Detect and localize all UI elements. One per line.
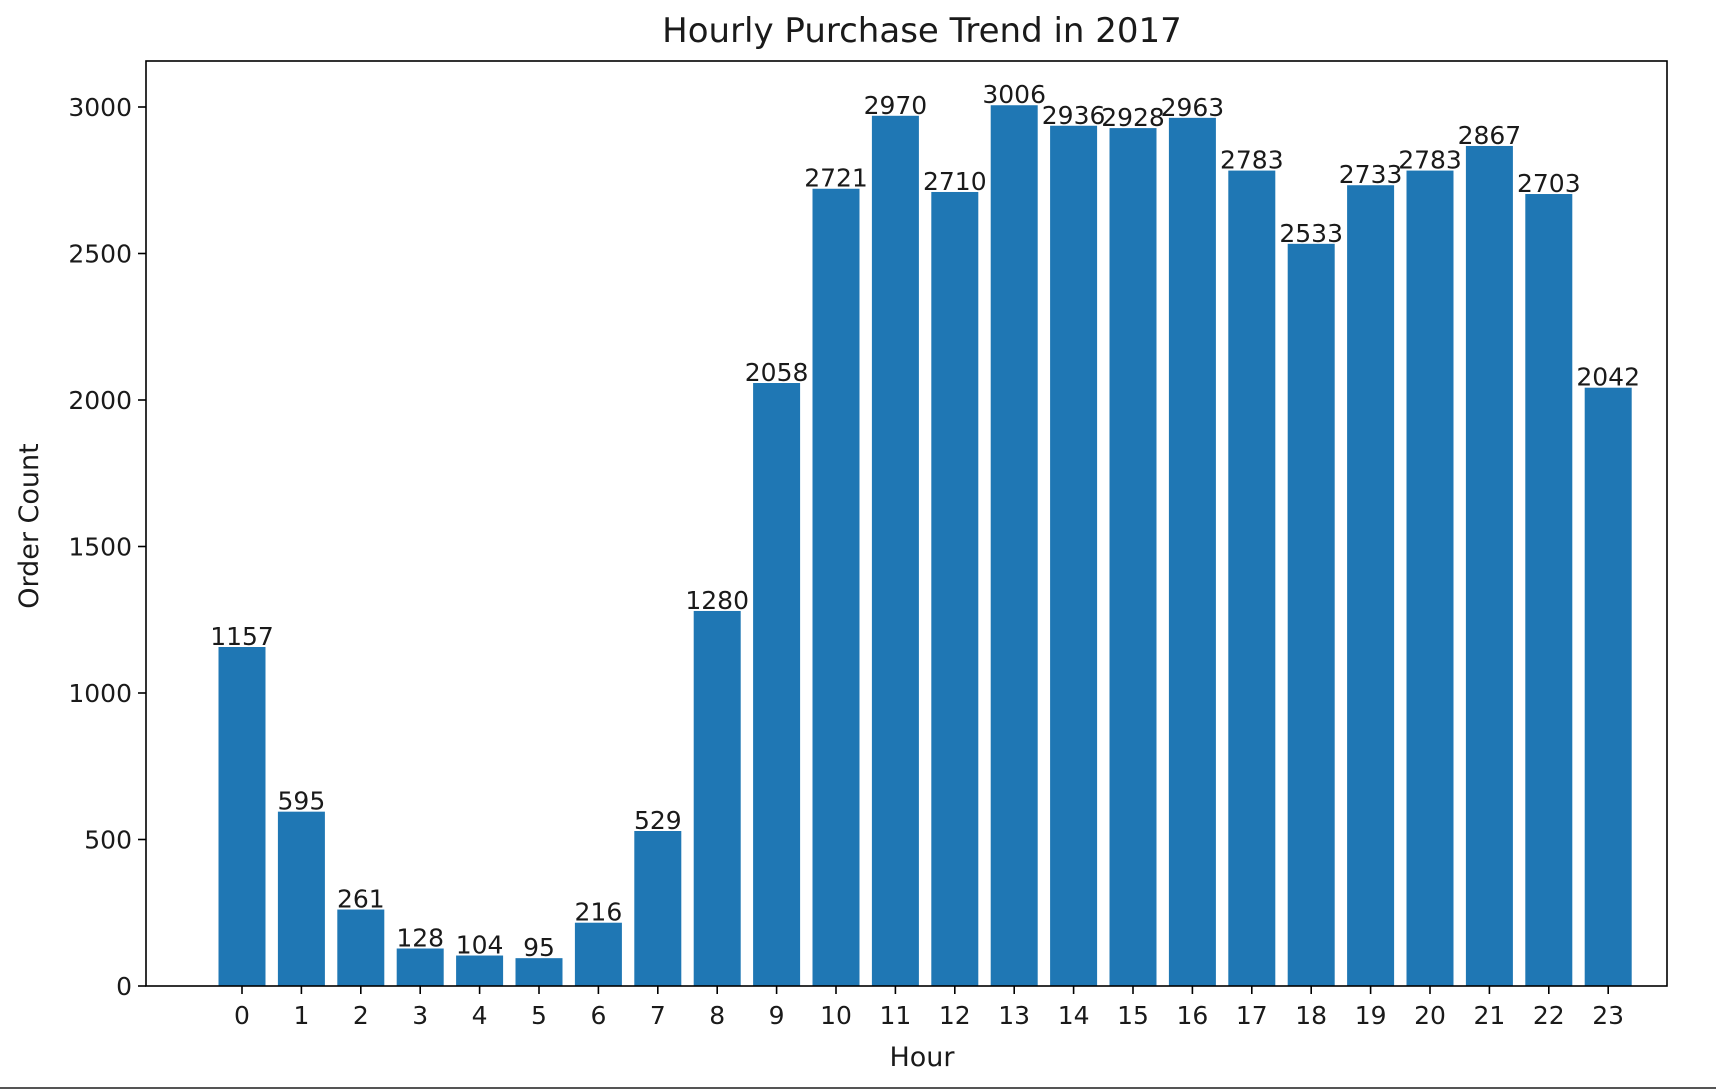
bar-hour-4 <box>456 955 504 986</box>
data-label-hour-17: 2783 <box>1220 146 1284 175</box>
chart-title: Hourly Purchase Trend in 2017 <box>662 11 1182 51</box>
data-label-hour-20: 2783 <box>1398 146 1462 175</box>
x-tick-label-14: 14 <box>1058 1001 1090 1030</box>
bar-hour-14 <box>1050 125 1098 986</box>
data-label-hour-8: 1280 <box>685 586 749 615</box>
y-tick-label-500: 500 <box>84 826 132 855</box>
data-label-hour-10: 2721 <box>804 164 868 193</box>
data-label-hour-23: 2042 <box>1576 363 1640 392</box>
bar-hour-17 <box>1228 170 1276 986</box>
x-tick-label-11: 11 <box>879 1001 911 1030</box>
data-label-hour-3: 128 <box>396 923 444 952</box>
x-tick-label-0: 0 <box>234 1001 250 1030</box>
bar-hour-7 <box>634 831 682 986</box>
bar-hour-3 <box>396 948 444 986</box>
data-labels-layer: 1157 595 261 128 104 95 216 529 1280 2058 2721 2970… <box>210 80 1640 962</box>
bar-hour-15 <box>1109 128 1157 986</box>
bar-hour-12 <box>931 191 979 987</box>
bars-layer <box>218 105 1632 987</box>
x-tick-label-3: 3 <box>412 1001 428 1030</box>
plot-frame <box>145 60 1668 987</box>
x-tick-label-10: 10 <box>820 1001 852 1030</box>
x-tick-label-12: 12 <box>939 1001 971 1030</box>
data-label-hour-0: 1157 <box>210 622 274 651</box>
x-tick-label-5: 5 <box>531 1001 547 1030</box>
y-tick-label-3000: 3000 <box>68 93 132 122</box>
x-axis-label: Hour <box>889 1042 955 1073</box>
bar-hour-13 <box>990 105 1038 986</box>
x-tick-label-13: 13 <box>998 1001 1030 1030</box>
bar-hour-11 <box>871 115 919 987</box>
data-label-hour-6: 216 <box>575 898 623 927</box>
data-label-hour-18: 2533 <box>1279 219 1343 248</box>
bar-hour-2 <box>337 909 385 986</box>
data-label-hour-13: 3006 <box>982 80 1046 109</box>
x-tick-label-20: 20 <box>1414 1001 1446 1030</box>
bar-hour-10 <box>812 188 860 986</box>
data-label-hour-4: 104 <box>456 931 504 960</box>
data-label-hour-2: 261 <box>337 885 385 914</box>
data-label-hour-5: 95 <box>523 933 555 962</box>
x-tick-label-15: 15 <box>1117 1001 1149 1030</box>
x-tick-label-16: 16 <box>1176 1001 1208 1030</box>
x-tick-label-1: 1 <box>293 1001 309 1030</box>
bar-hour-20 <box>1406 170 1454 986</box>
data-label-hour-14: 2936 <box>1042 101 1106 130</box>
x-tick-label-19: 19 <box>1355 1001 1387 1030</box>
bar-hour-9 <box>753 383 801 987</box>
y-axis-label: Order Count <box>14 443 45 609</box>
data-label-hour-9: 2058 <box>745 358 809 387</box>
bar-hour-16 <box>1168 117 1216 986</box>
bar-hour-19 <box>1347 185 1395 986</box>
data-label-hour-16: 2963 <box>1161 93 1225 122</box>
y-tick-label-2500: 2500 <box>68 240 132 269</box>
x-tick-label-22: 22 <box>1533 1001 1565 1030</box>
y-tick-label-0: 0 <box>116 972 132 1001</box>
data-label-hour-21: 2867 <box>1458 121 1522 150</box>
x-tick-label-17: 17 <box>1236 1001 1268 1030</box>
y-tick-label-1000: 1000 <box>68 679 132 708</box>
bar-hour-21 <box>1465 145 1513 986</box>
y-axis: 0 500 1000 1500 2000 2500 3000 <box>68 93 146 1001</box>
x-tick-label-6: 6 <box>590 1001 606 1030</box>
x-tick-label-18: 18 <box>1295 1001 1327 1030</box>
bar-hour-0 <box>218 646 266 986</box>
bar-hour-5 <box>515 958 563 986</box>
bar-hour-23 <box>1584 387 1632 987</box>
y-tick-label-2000: 2000 <box>68 386 132 415</box>
bar-hour-8 <box>693 610 741 986</box>
x-tick-label-2: 2 <box>353 1001 369 1030</box>
data-label-hour-1: 595 <box>278 787 326 816</box>
data-label-hour-19: 2733 <box>1339 160 1403 189</box>
bar-hour-22 <box>1525 194 1573 986</box>
x-tick-label-7: 7 <box>650 1001 666 1030</box>
bottom-border <box>0 1087 1716 1089</box>
data-label-hour-11: 2970 <box>864 91 928 120</box>
x-tick-label-23: 23 <box>1592 1001 1624 1030</box>
x-axis: 0 1 2 3 4 5 6 7 8 9 10 11 12 13 14 15 16 17 18 19 20 21 22 23 <box>234 986 1624 1030</box>
bar-hour-18 <box>1287 243 1335 986</box>
x-tick-label-4: 4 <box>472 1001 488 1030</box>
x-tick-label-9: 9 <box>769 1001 785 1030</box>
data-label-hour-22: 2703 <box>1517 169 1581 198</box>
data-label-hour-15: 2928 <box>1101 103 1165 132</box>
x-tick-label-8: 8 <box>709 1001 725 1030</box>
bar-hour-1 <box>277 811 325 986</box>
y-tick-label-1500: 1500 <box>68 533 132 562</box>
bar-hour-6 <box>574 922 622 986</box>
data-label-hour-7: 529 <box>634 806 682 835</box>
x-tick-label-21: 21 <box>1473 1001 1505 1030</box>
data-label-hour-12: 2710 <box>923 167 987 196</box>
